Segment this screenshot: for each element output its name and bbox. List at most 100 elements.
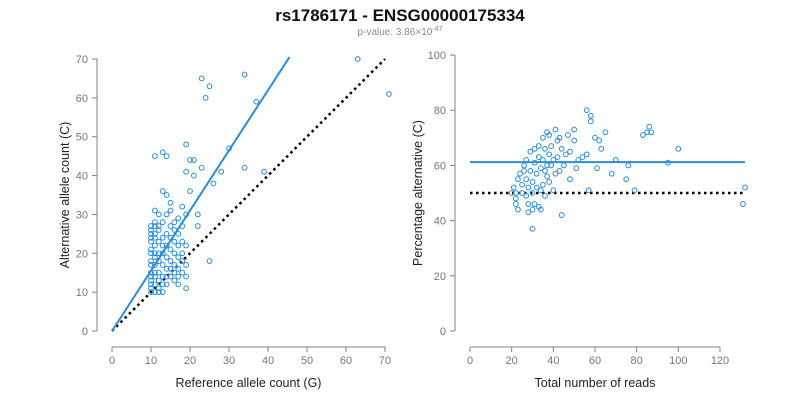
data-point bbox=[533, 184, 540, 191]
data-point bbox=[163, 265, 170, 272]
data-point bbox=[167, 273, 174, 280]
data-point bbox=[148, 285, 154, 292]
data-point bbox=[163, 273, 170, 280]
data-point bbox=[241, 164, 248, 171]
data-point bbox=[527, 148, 534, 155]
subtitle-exponent: -47 bbox=[432, 26, 442, 33]
data-point bbox=[523, 176, 530, 183]
data-point bbox=[644, 129, 650, 136]
x-tick-label: 20 bbox=[184, 355, 196, 367]
data-point bbox=[202, 94, 209, 101]
data-point bbox=[542, 192, 548, 199]
data-point bbox=[167, 207, 174, 214]
x-tick-label: 60 bbox=[589, 355, 601, 367]
data-point bbox=[592, 134, 598, 141]
data-point bbox=[519, 190, 525, 196]
x-tick-label: 40 bbox=[547, 355, 559, 367]
data-point bbox=[171, 238, 178, 245]
data-point bbox=[152, 207, 158, 214]
data-point bbox=[354, 56, 361, 62]
data-point bbox=[152, 289, 158, 296]
data-point bbox=[546, 132, 553, 138]
fit-line bbox=[111, 56, 291, 332]
data-point bbox=[560, 162, 567, 169]
data-point bbox=[529, 206, 536, 213]
data-point bbox=[148, 234, 154, 241]
data-point bbox=[206, 258, 213, 264]
data-point bbox=[562, 151, 569, 158]
data-point bbox=[535, 143, 542, 149]
data-point bbox=[261, 168, 268, 175]
data-point bbox=[540, 181, 546, 188]
data-point bbox=[508, 190, 515, 196]
data-point bbox=[596, 137, 603, 144]
x-tick-label: 50 bbox=[301, 355, 313, 367]
data-point bbox=[529, 179, 536, 185]
data-point bbox=[554, 154, 561, 161]
data-point bbox=[183, 273, 190, 280]
data-point bbox=[537, 165, 544, 172]
data-point bbox=[542, 168, 548, 174]
data-point bbox=[556, 134, 563, 141]
y-tick-label: 40 bbox=[434, 216, 446, 228]
data-point bbox=[515, 176, 521, 183]
data-point bbox=[148, 227, 154, 233]
x-tick-label: 10 bbox=[145, 355, 157, 367]
data-point bbox=[152, 254, 158, 261]
data-point bbox=[148, 277, 154, 284]
x-tick-label: 0 bbox=[109, 355, 115, 367]
reference-line bbox=[111, 58, 386, 332]
data-point bbox=[159, 250, 166, 257]
data-point bbox=[183, 262, 190, 268]
data-point bbox=[623, 176, 630, 183]
scatter-panel-allele-counts: 0 10 20 30 40 50 60 70 0 10 20 30 40 50 60 70 Reference … bbox=[58, 54, 392, 390]
data-point bbox=[548, 143, 555, 149]
data-point bbox=[625, 162, 632, 169]
data-point bbox=[148, 281, 154, 288]
data-point bbox=[152, 273, 158, 280]
y-tick-label: 60 bbox=[434, 160, 446, 172]
data-point bbox=[159, 262, 166, 268]
data-point bbox=[537, 206, 544, 213]
data-point bbox=[583, 107, 590, 114]
data-point bbox=[640, 132, 646, 138]
data-point bbox=[198, 75, 205, 82]
data-point bbox=[602, 129, 609, 136]
x-axis-label: Total number of reads bbox=[535, 376, 656, 390]
data-point bbox=[155, 238, 162, 245]
data-point bbox=[159, 234, 166, 241]
data-point bbox=[171, 262, 178, 268]
data-point bbox=[152, 230, 158, 237]
data-point bbox=[386, 91, 392, 97]
data-point bbox=[159, 281, 166, 288]
data-point bbox=[179, 250, 186, 257]
x-axis-label: Reference allele count (G) bbox=[176, 376, 322, 390]
y-tick-label: 0 bbox=[440, 326, 446, 338]
data-point bbox=[523, 192, 530, 199]
data-point bbox=[218, 168, 225, 175]
y-tick-label: 70 bbox=[76, 54, 88, 66]
data-point bbox=[512, 201, 519, 207]
data-point bbox=[191, 172, 197, 179]
data-point bbox=[163, 192, 170, 198]
data-point bbox=[171, 219, 178, 226]
data-point bbox=[512, 190, 519, 196]
data-point bbox=[540, 134, 546, 141]
data-point bbox=[167, 223, 174, 229]
data-point bbox=[558, 212, 565, 218]
data-point bbox=[567, 148, 573, 155]
data-point bbox=[183, 141, 190, 148]
data-point bbox=[148, 258, 154, 264]
y-tick-label: 100 bbox=[428, 50, 446, 62]
data-point bbox=[183, 285, 190, 292]
data-point bbox=[519, 181, 525, 188]
data-point bbox=[152, 223, 158, 229]
y-tick-label: 80 bbox=[434, 105, 446, 117]
x-tick-label: 0 bbox=[467, 355, 473, 367]
chart-title: rs1786171 - ENSG00000175334 bbox=[275, 6, 525, 25]
data-point bbox=[546, 179, 553, 185]
data-point bbox=[598, 145, 605, 152]
data-point bbox=[183, 168, 190, 175]
data-point bbox=[171, 269, 178, 276]
data-point bbox=[171, 277, 178, 284]
